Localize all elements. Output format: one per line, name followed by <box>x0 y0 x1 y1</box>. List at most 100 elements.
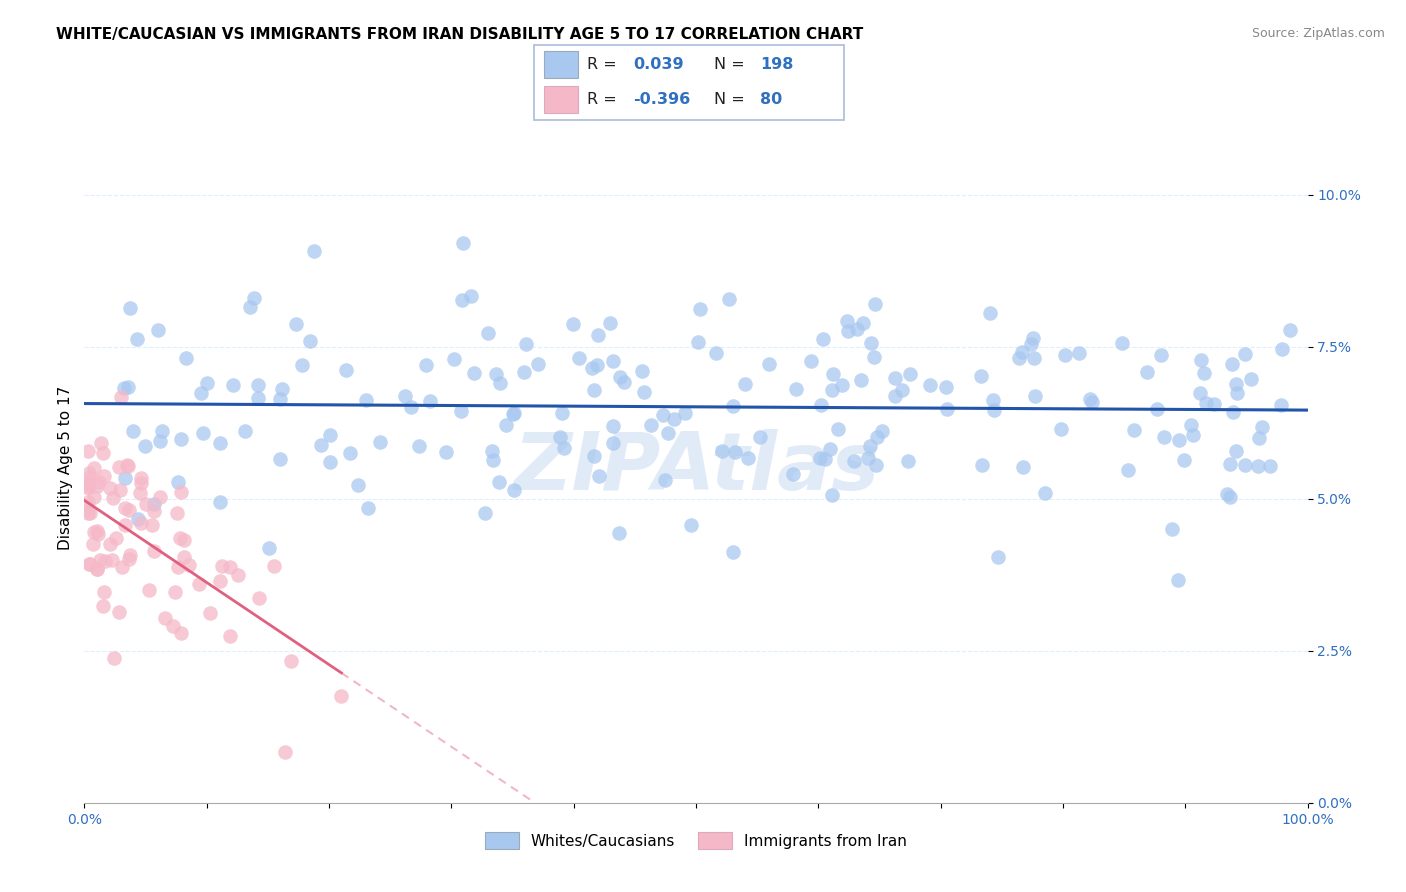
Text: R =: R = <box>586 57 617 72</box>
Point <box>114 471 136 485</box>
Point <box>814 451 837 466</box>
Point <box>831 377 853 392</box>
Point <box>453 236 475 251</box>
Point <box>117 552 139 566</box>
Point <box>209 574 232 589</box>
Point <box>291 358 314 372</box>
Point <box>808 451 831 466</box>
Point <box>1249 431 1271 445</box>
Point <box>821 488 844 502</box>
Point <box>134 439 156 453</box>
Point <box>1240 371 1263 385</box>
Point <box>450 404 472 418</box>
Point <box>485 368 508 382</box>
Point <box>979 306 1001 320</box>
Point <box>247 591 270 605</box>
Point <box>1081 395 1104 409</box>
Point <box>101 553 124 567</box>
Point <box>191 426 214 441</box>
Point <box>588 468 610 483</box>
Point <box>117 380 139 394</box>
Text: WHITE/CAUCASIAN VS IMMIGRANTS FROM IRAN DISABILITY AGE 5 TO 17 CORRELATION CHART: WHITE/CAUCASIAN VS IMMIGRANTS FROM IRAN … <box>56 27 863 42</box>
Point <box>83 525 105 540</box>
Point <box>219 629 242 643</box>
Point <box>110 390 132 404</box>
Point <box>169 531 191 545</box>
Point <box>436 445 458 459</box>
Point <box>298 334 321 348</box>
Point <box>717 292 740 306</box>
Point <box>1219 490 1241 504</box>
Point <box>845 322 868 336</box>
Y-axis label: Disability Age 5 to 17: Disability Age 5 to 17 <box>58 386 73 550</box>
Point <box>724 444 747 458</box>
Point <box>583 450 606 464</box>
Point <box>562 317 585 331</box>
Point <box>170 432 193 446</box>
Point <box>918 378 941 392</box>
Point <box>1250 420 1272 434</box>
Text: R =: R = <box>586 92 617 107</box>
Point <box>138 582 160 597</box>
Point <box>129 516 152 531</box>
Legend: Whites/Caucasians, Immigrants from Iran: Whites/Caucasians, Immigrants from Iran <box>479 825 912 855</box>
Point <box>1233 458 1256 472</box>
Point <box>481 444 503 458</box>
Point <box>259 541 281 556</box>
Point <box>162 618 184 632</box>
Point <box>602 435 624 450</box>
Point <box>77 467 100 481</box>
Point <box>86 562 108 576</box>
Point <box>309 438 332 452</box>
Point <box>782 467 804 481</box>
Point <box>866 430 889 444</box>
Point <box>82 537 104 551</box>
Point <box>146 322 169 336</box>
Point <box>302 244 325 259</box>
Point <box>155 610 177 624</box>
Point <box>785 382 807 396</box>
Point <box>689 301 711 316</box>
Point <box>174 351 197 366</box>
Point <box>800 354 823 368</box>
Point <box>1222 405 1244 419</box>
Point <box>1167 573 1189 587</box>
Point <box>460 289 482 303</box>
Point <box>246 377 269 392</box>
Point <box>83 490 105 504</box>
Point <box>1149 347 1171 361</box>
Point <box>166 475 188 489</box>
Point <box>721 399 744 413</box>
Point <box>90 435 112 450</box>
Text: ZIPAtlas: ZIPAtlas <box>513 429 879 508</box>
Point <box>354 392 377 407</box>
Point <box>173 533 195 547</box>
Point <box>548 430 571 444</box>
Point <box>553 441 575 455</box>
Point <box>513 365 536 379</box>
Point <box>77 501 100 516</box>
Point <box>651 408 673 422</box>
Point <box>1173 452 1195 467</box>
Point <box>654 474 676 488</box>
Point <box>89 553 111 567</box>
Point <box>330 690 353 704</box>
Point <box>200 606 222 620</box>
Point <box>318 455 340 469</box>
Point <box>94 554 117 568</box>
Point <box>370 435 392 450</box>
Point <box>657 426 679 441</box>
Point <box>884 389 907 403</box>
Point <box>1202 396 1225 410</box>
Point <box>1160 523 1182 537</box>
Point <box>863 351 886 365</box>
Point <box>1270 398 1292 412</box>
Point <box>114 501 136 516</box>
Point <box>1122 423 1144 437</box>
Point <box>482 452 505 467</box>
Point <box>77 443 100 458</box>
Point <box>415 359 437 373</box>
Point <box>1136 365 1159 379</box>
Point <box>239 300 262 314</box>
Point <box>93 585 115 599</box>
